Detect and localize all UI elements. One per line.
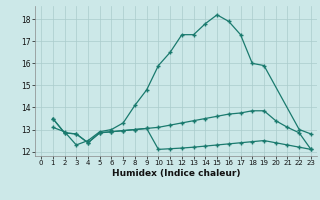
X-axis label: Humidex (Indice chaleur): Humidex (Indice chaleur) [112, 169, 240, 178]
